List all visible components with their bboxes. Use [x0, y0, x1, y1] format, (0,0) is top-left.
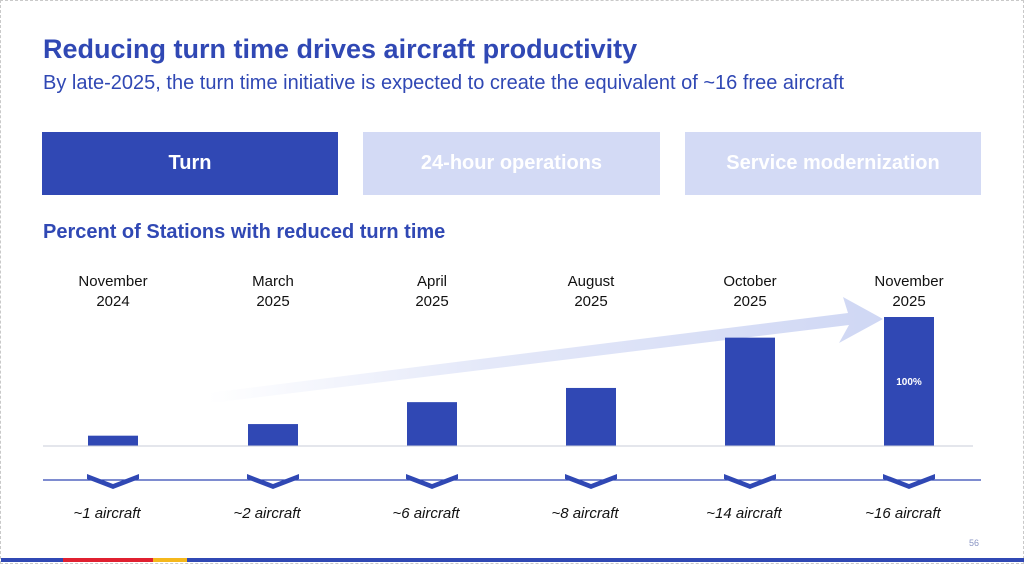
- footer-stripe-yellow: [153, 558, 187, 562]
- chevron-down-icon: [724, 474, 776, 489]
- bar-5: [884, 317, 934, 446]
- footer-stripe-blue-long: [187, 558, 1024, 562]
- footer-stripe-red: [63, 558, 153, 562]
- chevron-down-icon: [883, 474, 935, 489]
- page-title: Reducing turn time drives aircraft produ…: [43, 34, 638, 64]
- category-label-0-line-1: 2024: [96, 293, 129, 310]
- tab-service-modernization[interactable]: Service modernization: [685, 132, 981, 195]
- footer-stripe-blue: [1, 558, 63, 562]
- category-label-2-line-0: April: [417, 273, 447, 290]
- category-label-1-line-0: March: [252, 273, 294, 290]
- bar-value-label-5: 100%: [896, 377, 922, 388]
- category-label-1-line-1: 2025: [256, 293, 289, 310]
- chevron-down-icon: [87, 474, 139, 489]
- aircraft-label-4: ~14 aircraft: [706, 505, 782, 522]
- aircraft-label-2: ~6 aircraft: [392, 505, 460, 522]
- category-label-5-line-0: November: [874, 273, 943, 290]
- aircraft-label-3: ~8 aircraft: [551, 505, 619, 522]
- page-subtitle: By late-2025, the turn time initiative i…: [43, 72, 845, 94]
- bar-3: [566, 387, 616, 446]
- category-label-4-line-1: 2025: [733, 293, 766, 310]
- chevron-down-icon: [565, 474, 617, 489]
- tab-turn[interactable]: Turn: [42, 132, 338, 195]
- chevron-down-icon: [406, 474, 458, 489]
- footer-stripe: [1, 558, 1024, 562]
- bar-2: [407, 402, 457, 446]
- category-label-2-line-1: 2025: [415, 293, 448, 310]
- page-number: 56: [969, 538, 980, 548]
- bar-4: [725, 337, 775, 446]
- category-label-0-line-0: November: [78, 273, 147, 290]
- chevron-down-icon: [247, 474, 299, 489]
- aircraft-label-0: ~1 aircraft: [73, 505, 141, 522]
- aircraft-label-5: ~16 aircraft: [865, 505, 941, 522]
- tab-24-hour-operations[interactable]: 24-hour operations: [363, 132, 660, 195]
- trend-arrow: [208, 297, 883, 403]
- chart-title: Percent of Stations with reduced turn ti…: [43, 221, 446, 243]
- category-label-4-line-0: October: [723, 273, 776, 290]
- aircraft-label-1: ~2 aircraft: [233, 505, 301, 522]
- bar-1: [248, 424, 298, 446]
- category-label-3-line-0: August: [568, 273, 616, 290]
- bar-0: [88, 435, 138, 446]
- category-label-3-line-1: 2025: [574, 293, 607, 310]
- category-label-5-line-1: 2025: [892, 293, 925, 310]
